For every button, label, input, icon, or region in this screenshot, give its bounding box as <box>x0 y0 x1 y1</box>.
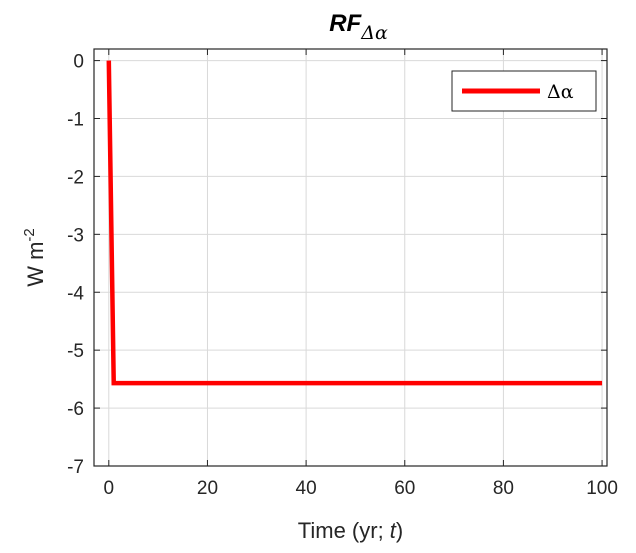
y-tick-label: -2 <box>67 167 84 188</box>
x-tick-label: 0 <box>104 478 115 499</box>
y-axis-label: W m-2 <box>21 228 48 287</box>
series-line <box>106 60 603 386</box>
y-tick-labels: 0 -1 -2 -3 -4 -5 -6 -7 <box>67 52 84 478</box>
y-tick-label: -3 <box>67 225 84 246</box>
x-tick-label: 60 <box>394 478 415 499</box>
legend-label: Δα <box>547 81 574 103</box>
x-tick-label: 100 <box>586 478 618 499</box>
legend: Δα <box>451 70 597 112</box>
y-tick-label: 0 <box>73 52 84 73</box>
y-tick-label: -4 <box>67 283 84 304</box>
plot-area <box>93 48 608 467</box>
y-tick-label: -5 <box>67 341 84 362</box>
y-tick-label: -1 <box>67 110 84 131</box>
y-tick-label: -6 <box>67 399 84 420</box>
y-tick-label: -7 <box>67 457 84 478</box>
grid <box>94 49 607 467</box>
x-tick-label: 80 <box>493 478 514 499</box>
x-axis-label: Time (yr; t) <box>298 518 404 543</box>
x-tick-labels: 0 20 40 60 80 100 <box>104 478 618 499</box>
x-tick-label: 20 <box>197 478 218 499</box>
x-tick-label: 40 <box>296 478 317 499</box>
series-layer <box>106 60 603 386</box>
tick-marks <box>94 49 607 467</box>
chart-title: RFΔα <box>329 10 388 44</box>
